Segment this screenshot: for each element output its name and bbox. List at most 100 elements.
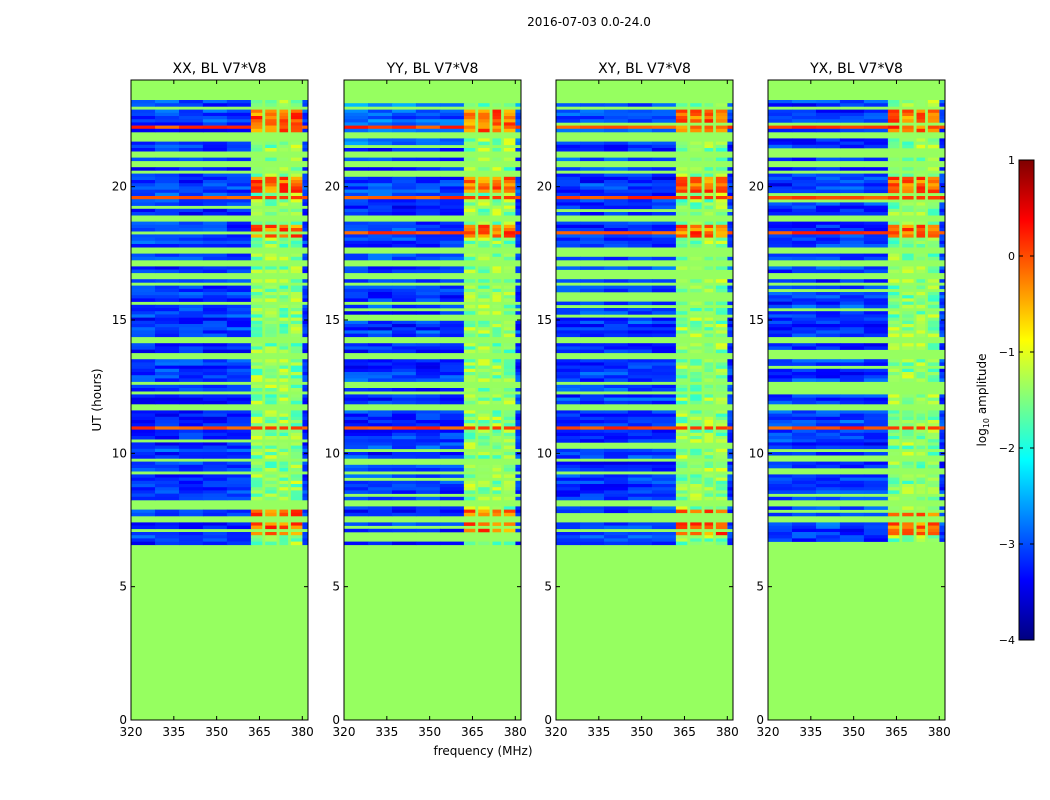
rfi-cell bbox=[250, 487, 263, 491]
spectrogram bbox=[768, 100, 945, 542]
spectrogram-cell bbox=[202, 384, 228, 389]
spectrogram-cell bbox=[768, 525, 793, 530]
spectrogram-cell bbox=[131, 426, 156, 430]
spectrogram-cell bbox=[816, 292, 841, 296]
spectrogram-cell bbox=[392, 324, 417, 328]
spectrogram-cell bbox=[415, 368, 441, 373]
spectrogram-cell bbox=[415, 522, 441, 526]
spectrogram-cell bbox=[816, 532, 841, 536]
spectrogram-cell bbox=[415, 365, 441, 370]
spectrogram-cell bbox=[202, 122, 228, 126]
colorbar-label-subscript: 10 bbox=[982, 418, 991, 428]
spectrogram-cell bbox=[344, 103, 369, 107]
spectrogram-cell bbox=[627, 176, 653, 181]
spectrogram-cell bbox=[604, 394, 629, 398]
rfi-cell bbox=[503, 231, 516, 235]
rfi-cell bbox=[675, 388, 688, 392]
rfi-cell bbox=[478, 196, 490, 200]
spectrogram-cell bbox=[727, 477, 733, 482]
spectrogram-cell bbox=[368, 397, 393, 402]
rfi-cell bbox=[704, 224, 714, 229]
spectrogram-cell bbox=[439, 109, 465, 114]
spectrogram-cell bbox=[515, 205, 521, 210]
rfi-cell bbox=[250, 122, 263, 126]
spectrogram-cell bbox=[580, 192, 605, 197]
rfi-cell bbox=[250, 148, 263, 152]
rfi-cell bbox=[675, 426, 688, 430]
rfi-cell bbox=[887, 205, 900, 210]
spectrogram-cell bbox=[515, 237, 521, 242]
spectrogram-cell bbox=[131, 317, 156, 322]
rfi-cell bbox=[478, 528, 490, 533]
spectrogram-cell bbox=[131, 240, 156, 245]
rfi-cell bbox=[503, 189, 516, 194]
rfi-cell bbox=[279, 112, 289, 117]
rfi-cell bbox=[279, 426, 289, 430]
rfi-cell bbox=[492, 109, 502, 114]
spectrogram-cell bbox=[839, 372, 865, 376]
rfi-cell bbox=[887, 244, 900, 248]
rfi-cell bbox=[887, 253, 900, 258]
spectrogram-cell bbox=[344, 119, 369, 123]
spectrogram-cell bbox=[226, 468, 252, 472]
spectrogram-cell bbox=[131, 413, 156, 418]
spectrogram-cell bbox=[439, 288, 465, 293]
rfi-cell bbox=[916, 359, 926, 363]
rfi-cell bbox=[492, 279, 502, 283]
rfi-cell bbox=[675, 205, 688, 210]
rfi-cell bbox=[463, 487, 476, 491]
spectrogram-cell bbox=[439, 388, 465, 392]
spectrogram-cell bbox=[556, 173, 581, 178]
spectrogram-cell bbox=[226, 125, 252, 130]
spectrogram-cell bbox=[580, 266, 605, 270]
rfi-cell bbox=[265, 452, 277, 456]
spectrogram-cell bbox=[939, 420, 945, 424]
x-tick-label: 335 bbox=[162, 725, 185, 739]
y-tick-label: 0 bbox=[119, 713, 127, 727]
spectrogram-cell bbox=[439, 327, 465, 331]
spectrogram-cell bbox=[179, 189, 204, 194]
y-tick-label: 20 bbox=[749, 180, 764, 194]
spectrogram-cell bbox=[556, 288, 581, 293]
rfi-cell bbox=[704, 388, 714, 392]
spectrogram-cell bbox=[839, 378, 865, 382]
spectrogram-cell bbox=[604, 279, 629, 283]
spectrogram-cell bbox=[179, 461, 204, 466]
rfi-cell bbox=[916, 224, 926, 229]
spectrogram-cell bbox=[604, 343, 629, 347]
spectrogram-cell bbox=[368, 426, 393, 430]
spectrogram-cell bbox=[131, 103, 156, 107]
rfi-cell bbox=[902, 442, 914, 446]
rfi-cell bbox=[675, 308, 688, 312]
spectrogram-cell bbox=[155, 119, 180, 123]
spectrogram-cell bbox=[226, 304, 252, 309]
spectrogram-cell bbox=[131, 445, 156, 450]
spectrogram-cell bbox=[439, 269, 465, 274]
rfi-cell bbox=[463, 237, 476, 242]
spectrogram-cell bbox=[415, 464, 441, 469]
spectrogram-cell bbox=[155, 484, 180, 488]
rfi-cell bbox=[690, 333, 702, 338]
y-tick-label: 5 bbox=[332, 580, 340, 594]
spectrogram-cell bbox=[155, 535, 180, 539]
spectrogram-cell bbox=[816, 186, 841, 190]
rfi-cell bbox=[902, 394, 914, 398]
rfi-cell bbox=[715, 180, 728, 184]
spectrogram-cell bbox=[651, 148, 677, 152]
rfi-cell bbox=[902, 311, 914, 315]
rfi-cell bbox=[478, 234, 490, 238]
rfi-cell bbox=[887, 221, 900, 226]
rfi-cell bbox=[265, 269, 277, 274]
spectrogram-cell bbox=[792, 167, 817, 171]
rfi-cell bbox=[902, 256, 914, 261]
spectrogram-cell bbox=[226, 269, 252, 274]
spectrogram-cell bbox=[131, 324, 156, 328]
rfi-cell bbox=[290, 487, 303, 491]
spectrogram-cell bbox=[179, 103, 204, 107]
spectrogram-cell bbox=[839, 240, 865, 245]
rfi-cell bbox=[704, 279, 714, 283]
spectrogram-cell bbox=[604, 256, 629, 261]
spectrogram-cell bbox=[155, 397, 180, 402]
spectrogram-cell bbox=[392, 378, 417, 382]
rfi-cell bbox=[704, 410, 714, 414]
